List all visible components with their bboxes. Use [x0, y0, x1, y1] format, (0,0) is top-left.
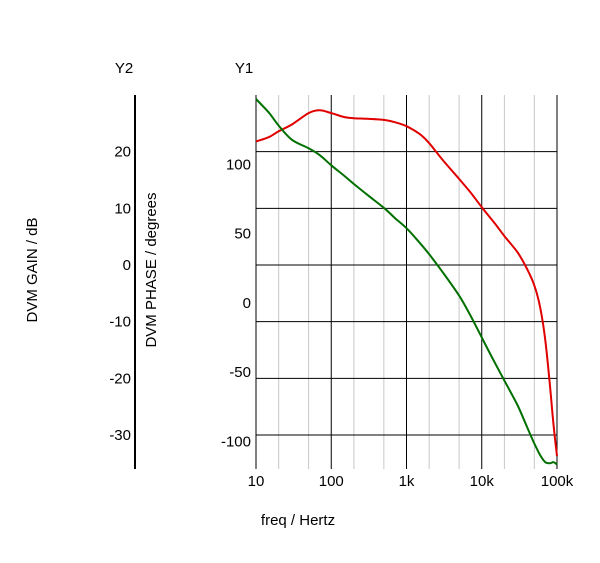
- y2-axis-label: DVM GAIN / dB: [24, 217, 41, 322]
- y1-axis-label: DVM PHASE / degrees: [143, 192, 160, 347]
- series-line-1: [255, 109, 558, 457]
- y2-axis: 20 10 0 -10 -20 -30: [109, 95, 136, 469]
- x-tick-label: 100k: [541, 473, 574, 490]
- minor-gridlines: [278, 95, 535, 469]
- y1-tick-label: -50: [229, 364, 251, 381]
- y2-tick-label: 0: [123, 257, 131, 274]
- y2-tick-label: -20: [109, 370, 131, 387]
- x-tick-label: 10: [248, 473, 265, 490]
- x-tick-label: 100: [319, 473, 344, 490]
- x-axis-label: freq / Hertz: [261, 512, 335, 529]
- series-line-2: [255, 98, 558, 466]
- y2-tick-label: 10: [114, 200, 131, 217]
- y2-tick-label: -30: [109, 427, 131, 444]
- y1-header: Y1: [235, 60, 253, 77]
- y1-tick-label: -100: [221, 433, 251, 450]
- y2-tick-label: -10: [109, 314, 131, 331]
- y1-tick-label: 50: [234, 226, 251, 243]
- x-tick-label: 1k: [399, 473, 415, 490]
- y2-header: Y2: [115, 60, 133, 77]
- major-gridlines: [255, 95, 558, 469]
- series-layer: [255, 98, 558, 466]
- x-tick-label: 10k: [470, 473, 495, 490]
- y1-tick-label: 0: [243, 295, 251, 312]
- y1-axis: 100 50 0 -50 -100: [221, 156, 251, 450]
- y2-tick-label: 20: [114, 144, 131, 161]
- x-axis: 10 100 1k 10k 100k: [248, 473, 574, 490]
- y1-tick-label: 100: [226, 156, 251, 173]
